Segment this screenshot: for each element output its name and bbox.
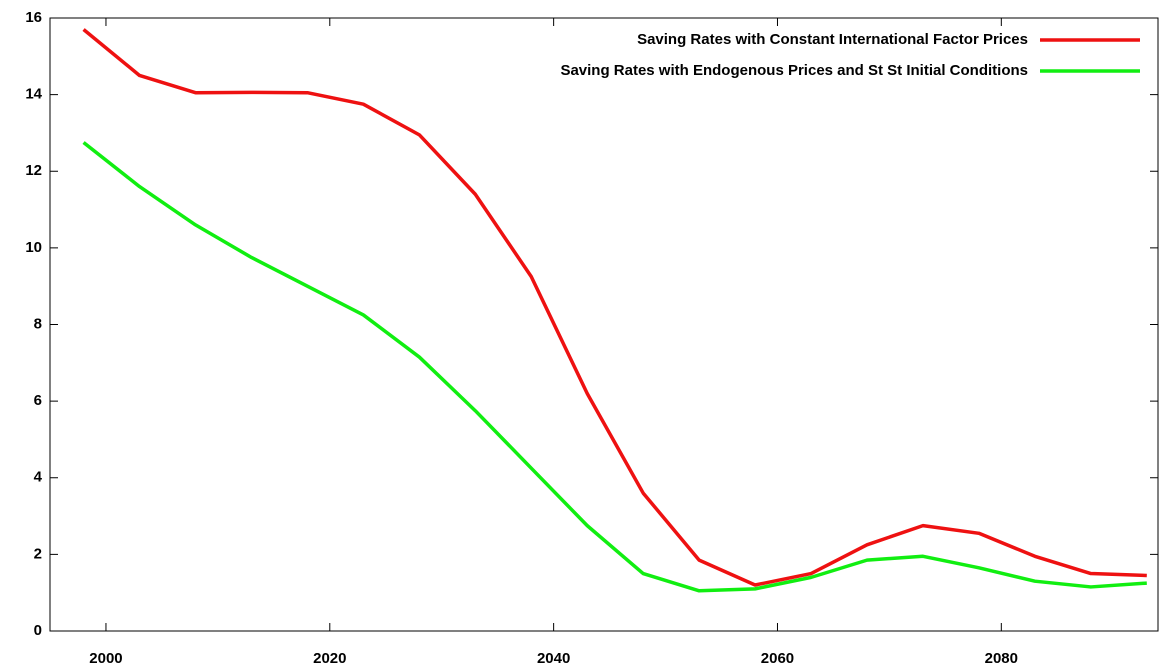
y-tick-label: 6 — [34, 392, 42, 409]
y-tick-label: 14 — [25, 86, 42, 103]
y-tick-label: 8 — [34, 315, 42, 332]
legend-label: Saving Rates with Endogenous Prices and … — [560, 62, 1028, 79]
x-tick-label: 2040 — [537, 650, 570, 667]
y-tick-label: 4 — [34, 469, 43, 486]
x-tick-label: 2080 — [985, 650, 1018, 667]
x-tick-label: 2000 — [89, 650, 122, 667]
series-line — [82, 28, 1147, 587]
x-tick-label: 2060 — [761, 650, 794, 667]
series-line — [82, 141, 1147, 593]
y-tick-label: 0 — [34, 622, 42, 639]
y-tick-label: 10 — [25, 239, 42, 256]
legend-label: Saving Rates with Constant International… — [637, 31, 1028, 48]
y-tick-label: 2 — [34, 545, 42, 562]
x-tick-label: 2020 — [313, 650, 346, 667]
y-tick-label: 12 — [25, 162, 42, 179]
y-tick-label: 16 — [25, 9, 42, 26]
